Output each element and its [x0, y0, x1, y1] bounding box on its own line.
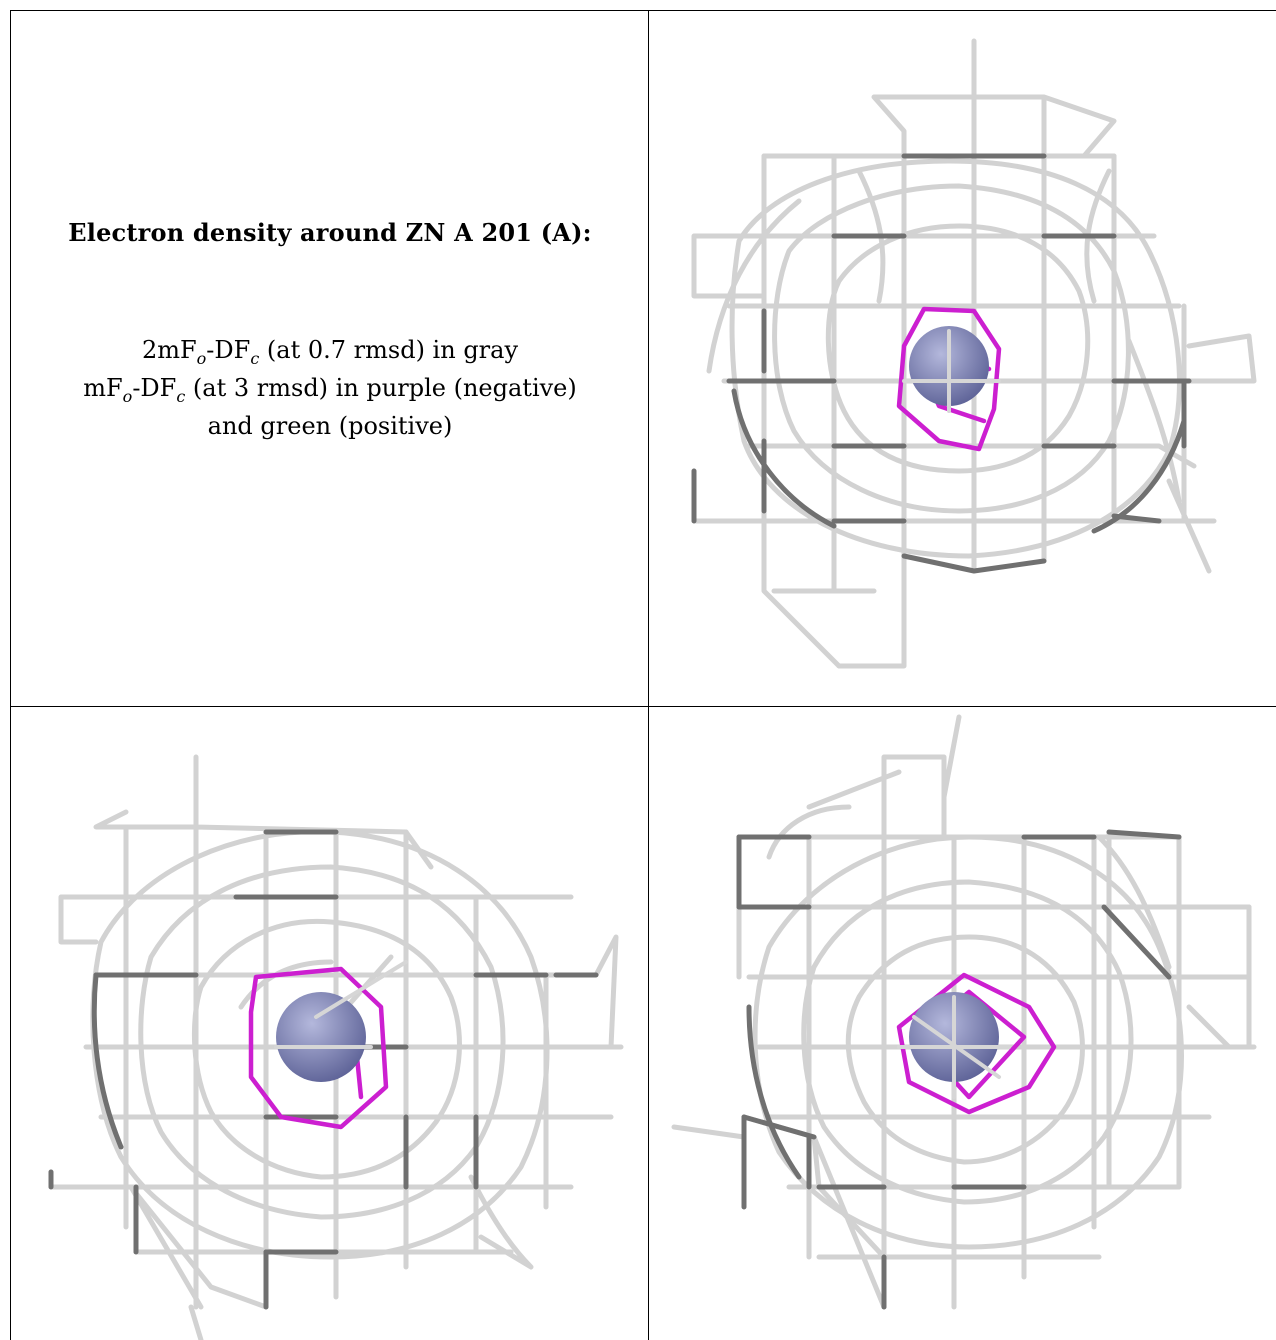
border-horizontal-divider — [10, 706, 1276, 707]
caption-title: Electron density around ZN A 201 (A): — [68, 218, 592, 247]
caption-cell: Electron density around ZN A 201 (A): 2m… — [11, 11, 648, 706]
border-vertical-divider — [648, 10, 649, 1340]
border-left — [10, 10, 11, 1340]
view-bottom-left — [11, 707, 648, 1340]
legend-line-mfo: mFo-DFc (at 3 rmsd) in purple (negative) — [83, 374, 577, 406]
zinc-atom-icon — [276, 992, 366, 1082]
legend-line-2mfo: 2mFo-DFc (at 0.7 rmsd) in gray — [141, 336, 519, 368]
caption-legend: 2mFo-DFc (at 0.7 rmsd) in gray mFo-DFc (… — [11, 331, 648, 445]
view-top-right — [649, 11, 1276, 706]
border-top — [10, 10, 1276, 11]
figure-grid: Electron density around ZN A 201 (A): 2m… — [10, 10, 1276, 1340]
legend-line-positive: and green (positive) — [207, 412, 453, 440]
view-bottom-right — [649, 707, 1276, 1340]
